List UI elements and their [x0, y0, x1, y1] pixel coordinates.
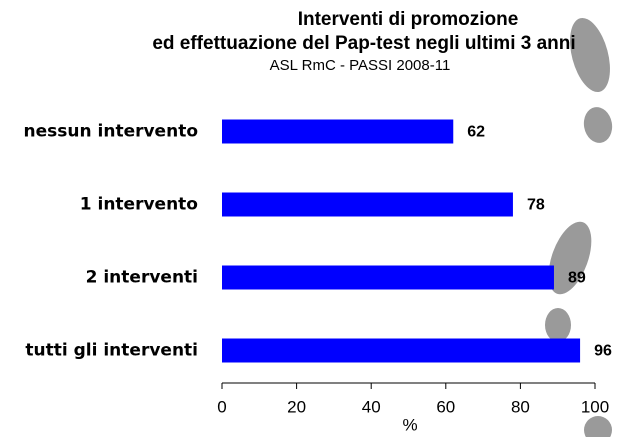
value-label: 78	[527, 197, 545, 214]
chart-title: ed effettuazione del Pap-test negli ulti…	[152, 33, 575, 54]
value-label: 89	[568, 270, 586, 287]
x-tick-label: 80	[511, 397, 530, 416]
value-label: 62	[467, 124, 485, 141]
bar	[222, 119, 454, 144]
y-tick-label: tutti gli interventi	[25, 341, 198, 361]
x-tick-label: 20	[287, 397, 306, 416]
x-tick-label: 40	[362, 397, 381, 416]
value-label: 96	[594, 343, 612, 360]
footprint-decoration	[545, 18, 613, 437]
y-tick-label: 1 intervento	[80, 195, 198, 215]
x-tick-label: 60	[436, 397, 455, 416]
bar	[222, 338, 581, 363]
y-tick-label: 2 interventi	[86, 268, 198, 288]
bar	[222, 192, 513, 217]
x-tick-label: 0	[217, 397, 226, 416]
chart-title: Interventi di promozione	[298, 9, 519, 30]
x-axis-label: %	[402, 415, 417, 434]
bar	[222, 265, 554, 290]
chart-subtitle: ASL RmC - PASSI 2008-11	[270, 57, 451, 74]
y-tick-label: nessun intervento	[24, 122, 198, 142]
x-tick-label: 100	[581, 397, 609, 416]
